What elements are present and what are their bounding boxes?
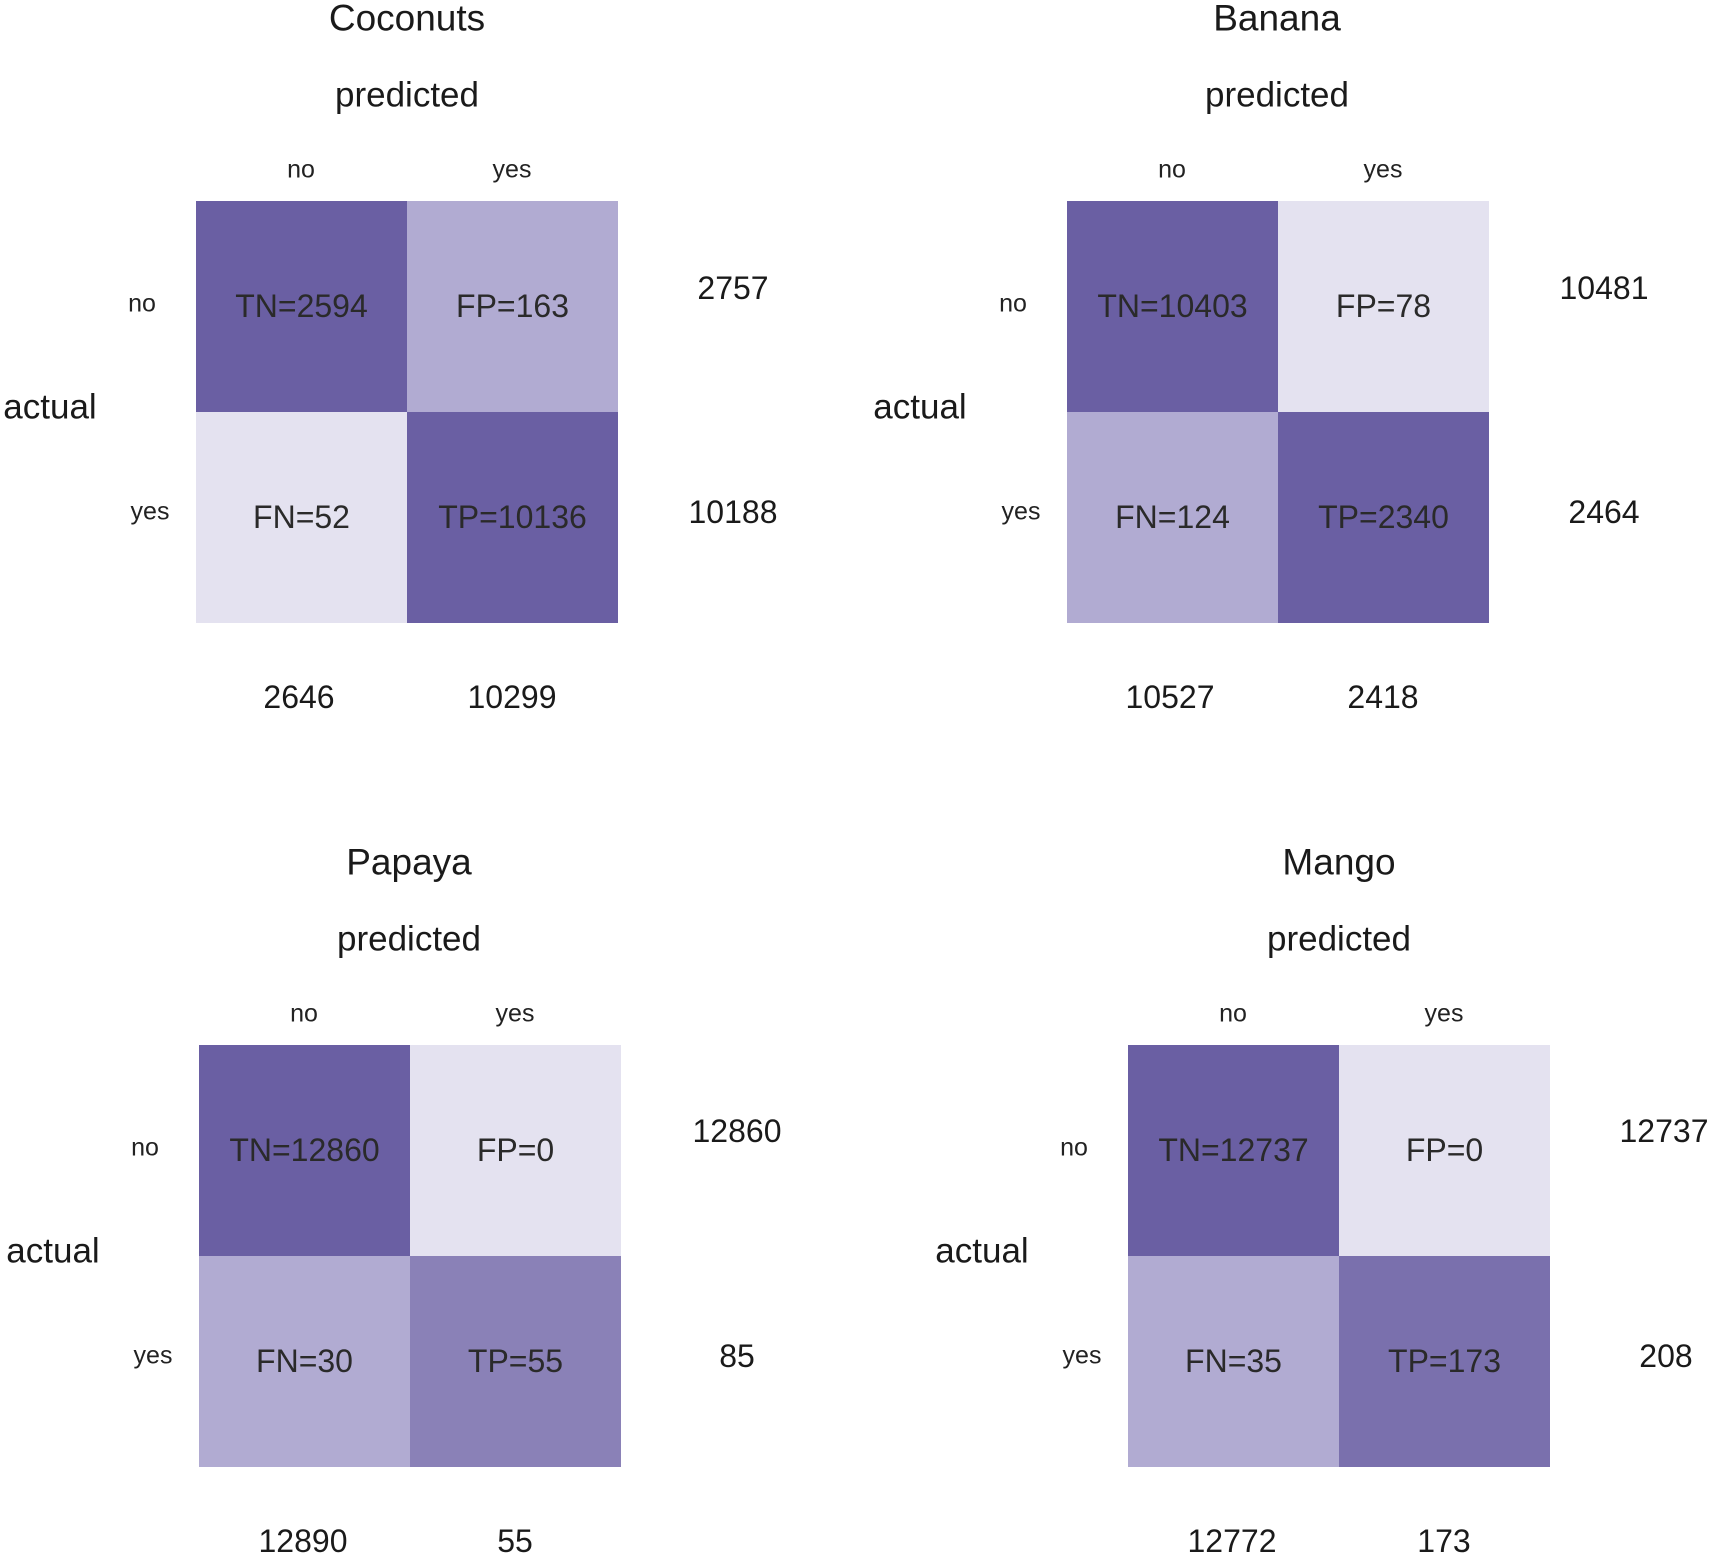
- cell-fn: FN=30: [199, 1256, 410, 1467]
- col-total-yes: 10299: [467, 679, 557, 715]
- row-label-no: no: [999, 289, 1027, 318]
- col-label-yes: yes: [492, 155, 532, 184]
- row-label-no: no: [1060, 1133, 1088, 1162]
- cell-tn: TN=2594: [196, 201, 407, 412]
- confusion-matrix-banana: Banana predicted no yes actual no yes TN…: [0, 0, 1712, 760]
- row-label-no: no: [131, 1133, 159, 1162]
- col-label-yes: yes: [1363, 155, 1403, 184]
- col-total-no: 10527: [1125, 679, 1215, 715]
- confusion-matrix-papaya: Papaya predicted no yes actual no yes TN…: [0, 0, 800, 1558]
- chart-title: Banana: [1213, 0, 1341, 39]
- row-label-yes: yes: [1062, 1341, 1102, 1370]
- col-total-yes: 55: [497, 1523, 533, 1559]
- row-total-no: 12737: [1619, 1113, 1709, 1149]
- col-label-no: no: [287, 155, 315, 184]
- row-total-yes: 208: [1639, 1338, 1693, 1374]
- row-total-yes: 85: [719, 1338, 755, 1374]
- cell-fn: FN=35: [1128, 1256, 1339, 1467]
- col-label-no: no: [1219, 999, 1247, 1028]
- cell-tn: TN=12860: [199, 1045, 410, 1256]
- y-axis-label: actual: [3, 387, 97, 427]
- x-axis-label: predicted: [337, 919, 481, 959]
- chart-title: Mango: [1282, 841, 1396, 883]
- row-label-yes: yes: [133, 1341, 173, 1370]
- chart-title: Papaya: [346, 841, 472, 883]
- confusion-matrix-coconuts: Coconuts predicted no yes actual no yes …: [0, 0, 800, 760]
- row-label-yes: yes: [130, 497, 170, 526]
- row-total-yes: 10188: [688, 494, 778, 530]
- col-label-yes: yes: [495, 999, 535, 1028]
- x-axis-label: predicted: [1205, 75, 1349, 115]
- col-total-yes: 173: [1417, 1523, 1471, 1559]
- y-axis-label: actual: [935, 1231, 1029, 1271]
- cell-fp: FP=78: [1278, 201, 1489, 412]
- x-axis-label: predicted: [1267, 919, 1411, 959]
- col-total-no: 12772: [1187, 1523, 1277, 1559]
- cell-tn: TN=10403: [1067, 201, 1278, 412]
- col-label-yes: yes: [1424, 999, 1464, 1028]
- cell-tp: TP=173: [1339, 1256, 1550, 1467]
- col-label-no: no: [290, 999, 318, 1028]
- y-axis-label: actual: [873, 387, 967, 427]
- row-label-no: no: [128, 289, 156, 318]
- cell-tp: TP=2340: [1278, 412, 1489, 623]
- col-label-no: no: [1158, 155, 1186, 184]
- cell-tn: TN=12737: [1128, 1045, 1339, 1256]
- col-total-yes: 2418: [1347, 679, 1419, 715]
- cell-fp: FP=163: [407, 201, 618, 412]
- row-total-no: 12860: [692, 1113, 782, 1149]
- row-label-yes: yes: [1001, 497, 1041, 526]
- cell-fp: FP=0: [410, 1045, 621, 1256]
- x-axis-label: predicted: [335, 75, 479, 115]
- col-total-no: 12890: [258, 1523, 348, 1559]
- col-total-no: 2646: [263, 679, 335, 715]
- cell-fn: FN=52: [196, 412, 407, 623]
- cell-tp: TP=55: [410, 1256, 621, 1467]
- chart-title: Coconuts: [328, 0, 486, 39]
- cell-tp: TP=10136: [407, 412, 618, 623]
- cell-fn: FN=124: [1067, 412, 1278, 623]
- row-total-no: 2757: [697, 270, 769, 306]
- row-total-yes: 2464: [1568, 494, 1640, 530]
- cell-fp: FP=0: [1339, 1045, 1550, 1256]
- y-axis-label: actual: [6, 1231, 100, 1271]
- row-total-no: 10481: [1559, 270, 1649, 306]
